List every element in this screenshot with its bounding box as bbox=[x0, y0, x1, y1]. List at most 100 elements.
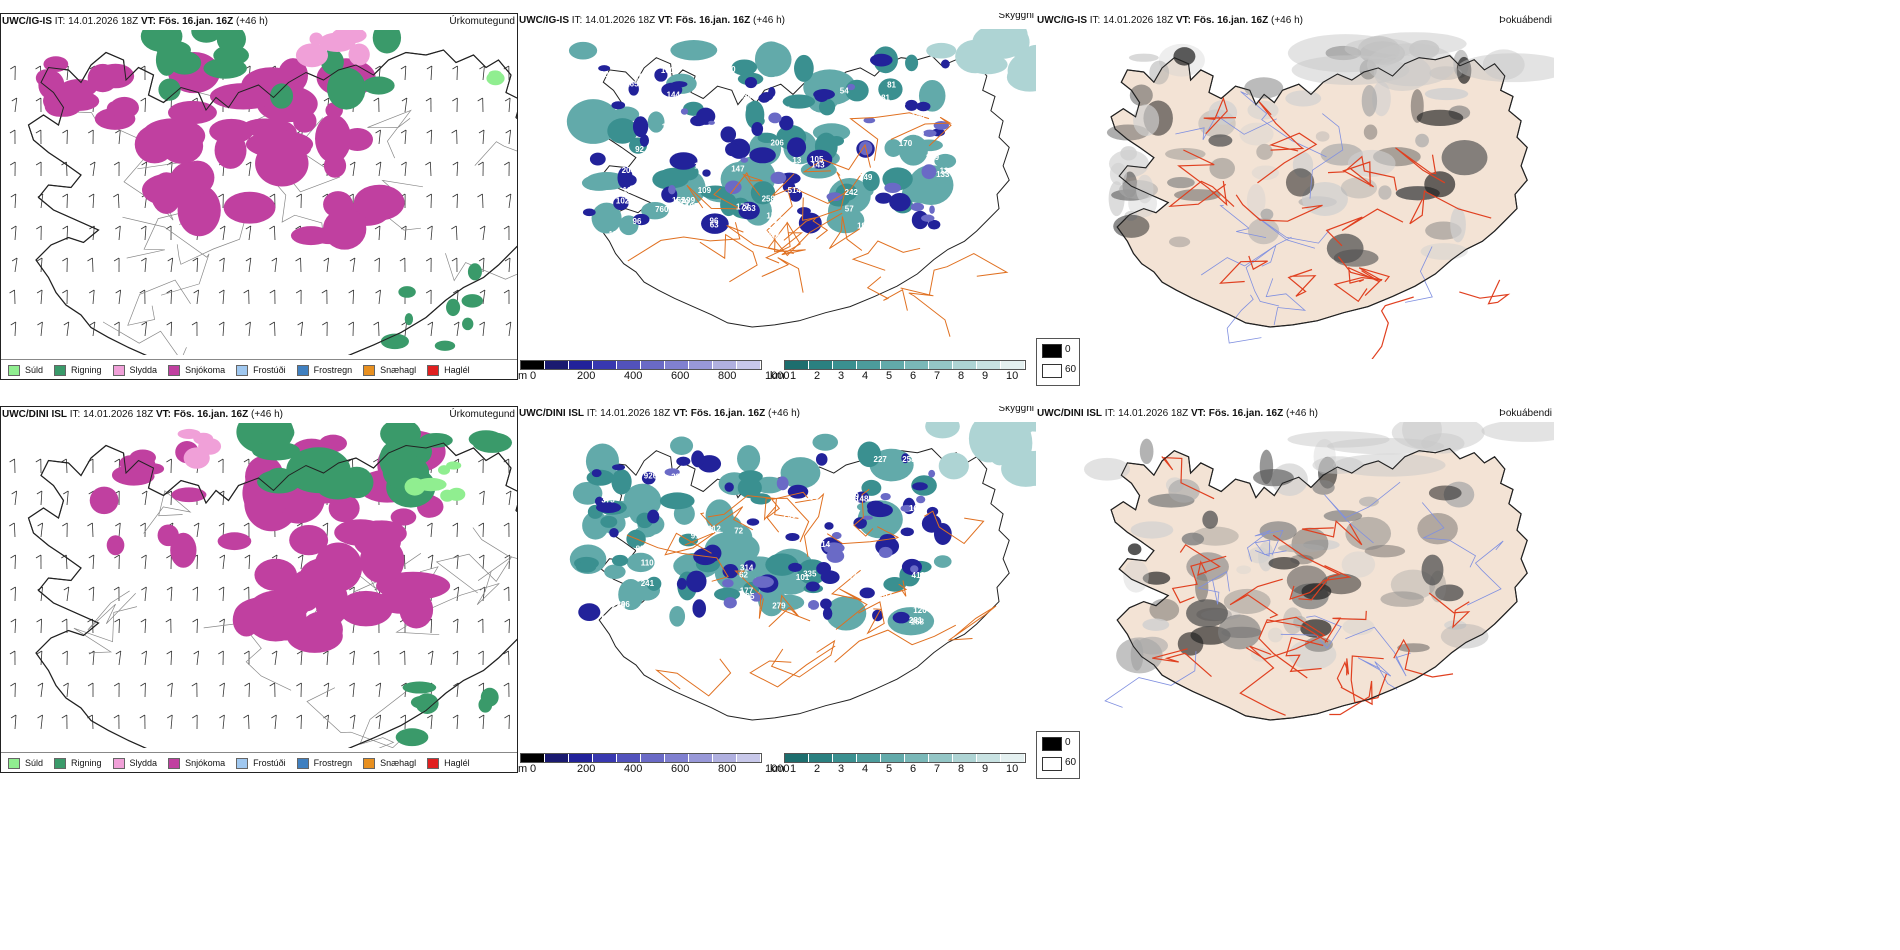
wind-barb-flag bbox=[478, 650, 484, 655]
low-visibility-area bbox=[576, 561, 597, 573]
low-ceiling-area bbox=[692, 599, 707, 618]
wind-barb-flag bbox=[504, 97, 511, 102]
wind-barb-flag bbox=[427, 321, 433, 326]
wind-barb bbox=[14, 225, 17, 241]
snow-area bbox=[266, 613, 306, 641]
fog-shading bbox=[1174, 189, 1221, 201]
rain-area bbox=[467, 263, 482, 281]
low-ceiling-area bbox=[922, 129, 937, 137]
wind-barb bbox=[222, 714, 225, 730]
low-ceiling-area bbox=[752, 576, 774, 588]
colorbar-cell bbox=[569, 361, 593, 369]
snow-area bbox=[315, 114, 352, 163]
ceiling-label: 74 bbox=[666, 600, 675, 609]
wind-barb-flag bbox=[61, 554, 67, 559]
wind-barb-flag bbox=[62, 193, 68, 198]
wind-barb-flag bbox=[349, 682, 355, 687]
fog-shading bbox=[1342, 617, 1375, 636]
wind-barb bbox=[14, 193, 17, 209]
wind-barb bbox=[352, 161, 356, 177]
panel-header: UWC/IG-IS IT: 14.01.2026 18Z VT: Fös. 16… bbox=[518, 13, 1036, 29]
road bbox=[826, 526, 900, 545]
wind-barb-flag bbox=[36, 618, 42, 623]
wind-barb-flag bbox=[35, 129, 42, 134]
colorbar-cell bbox=[521, 361, 545, 369]
low-visibility-area bbox=[728, 525, 753, 551]
wind-barb-flag bbox=[191, 682, 198, 687]
wind-barb bbox=[508, 193, 512, 209]
ceiling-label: 204 bbox=[622, 166, 636, 175]
wind-barb bbox=[40, 682, 44, 698]
low-ceiling-area bbox=[768, 86, 776, 98]
wind-barb-flag bbox=[374, 257, 380, 262]
wind-barb-flag bbox=[427, 225, 433, 230]
low-visibility-area bbox=[646, 576, 662, 591]
low-ceiling-area bbox=[815, 453, 828, 466]
low-visibility-area bbox=[647, 111, 665, 133]
lead-time: (+46 h) bbox=[1286, 408, 1318, 419]
fog-shading bbox=[1380, 591, 1425, 607]
low-ceiling-area bbox=[664, 468, 680, 476]
wind-barb bbox=[14, 257, 18, 273]
low-ceiling-area bbox=[676, 456, 691, 466]
fog-shading bbox=[1440, 623, 1489, 649]
visibility-tick: 3 bbox=[838, 370, 845, 382]
fog-shading bbox=[1123, 559, 1149, 593]
colorbar-cell bbox=[665, 754, 689, 762]
ceiling-label: 94 bbox=[791, 163, 800, 172]
wind-barb-flag bbox=[375, 289, 381, 294]
ceiling-label: 103 bbox=[600, 70, 614, 79]
fog-shading bbox=[1223, 588, 1271, 614]
run-info: UWC/IG-IS IT: 14.01.2026 18Z VT: Fös. 16… bbox=[1037, 13, 1303, 29]
it-label: IT: bbox=[69, 409, 81, 420]
wind-barb bbox=[456, 618, 459, 634]
ceiling-tick: 600 bbox=[671, 763, 690, 775]
panel-header: UWC/IG-IS IT: 14.01.2026 18Z VT: Fös. 16… bbox=[1036, 13, 1554, 29]
fog-shading bbox=[1239, 122, 1274, 146]
ceiling-label: 314 bbox=[740, 564, 754, 573]
low-visibility-area bbox=[659, 492, 695, 510]
wind-barb bbox=[248, 554, 251, 570]
ceiling-label: 281 bbox=[909, 616, 923, 625]
wind-barb-flag bbox=[479, 225, 486, 230]
colorbar-cell bbox=[953, 361, 977, 369]
legend-swatch bbox=[112, 757, 125, 769]
wind-barb bbox=[482, 129, 485, 145]
wind-barb-flag bbox=[219, 225, 226, 230]
wind-barb bbox=[66, 682, 69, 698]
it-label: IT: bbox=[571, 15, 583, 26]
ceiling-label: 926 bbox=[644, 472, 658, 481]
ceiling-label: 138 bbox=[681, 210, 695, 219]
road bbox=[1235, 194, 1323, 222]
road bbox=[1302, 520, 1363, 546]
wind-barb-flag bbox=[478, 522, 484, 527]
wind-barb bbox=[430, 321, 434, 337]
low-ceiling-area bbox=[708, 120, 715, 125]
fog-shading bbox=[1450, 206, 1466, 243]
fog-shading bbox=[1312, 480, 1335, 495]
low-ceiling-area bbox=[622, 174, 637, 186]
wind-barb-flag bbox=[401, 161, 407, 166]
low-visibility-area bbox=[845, 79, 869, 102]
wind-barb-flag bbox=[113, 714, 120, 719]
colorbar-cell bbox=[737, 361, 761, 369]
lead-time: (+46 h) bbox=[236, 16, 268, 27]
wind-barb bbox=[508, 490, 512, 506]
road bbox=[1219, 255, 1268, 284]
wind-barb-flag bbox=[477, 97, 483, 102]
vt-label: VT: bbox=[155, 409, 171, 420]
wind-barb bbox=[300, 650, 303, 666]
wind-barb bbox=[482, 554, 485, 570]
fog-legend-label: 60 bbox=[1065, 364, 1077, 375]
legend-label: Rigning bbox=[71, 365, 102, 375]
wind-barb-flag bbox=[10, 586, 16, 591]
wind-barb-flag bbox=[503, 161, 510, 166]
wind-barb-flag bbox=[88, 289, 95, 294]
wind-barb-flag bbox=[10, 193, 17, 198]
ceiling-label: 170 bbox=[913, 547, 927, 556]
snow-area bbox=[245, 130, 314, 158]
wind-barb-flag bbox=[193, 522, 200, 527]
wind-barb-flag bbox=[167, 682, 173, 687]
low-visibility-area bbox=[581, 174, 617, 191]
ceiling-label: 335 bbox=[803, 570, 817, 579]
